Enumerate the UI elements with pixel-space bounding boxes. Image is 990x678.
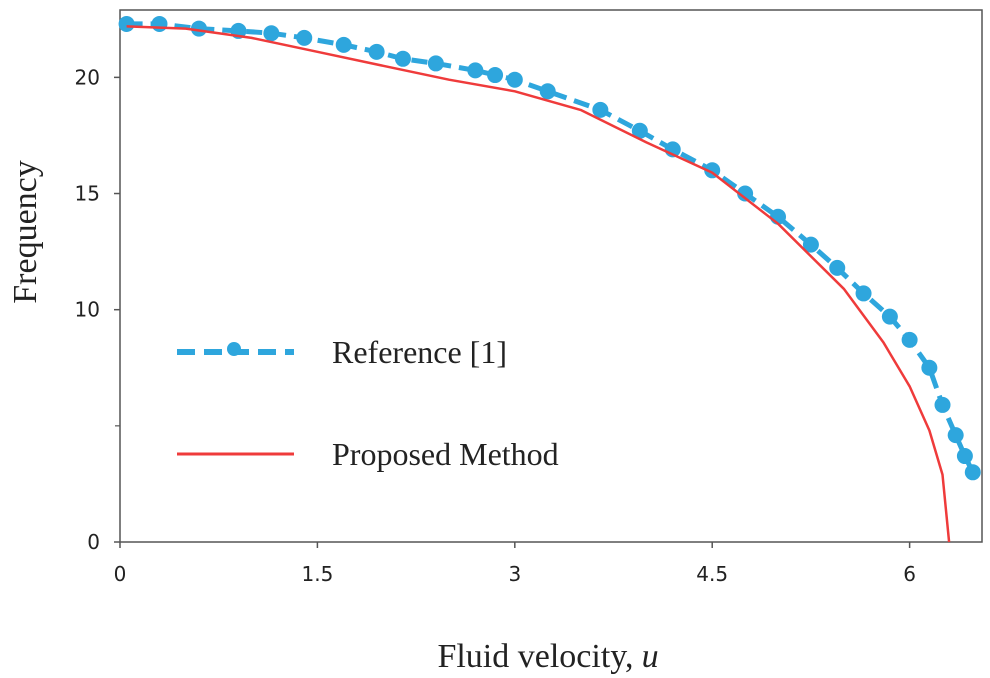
x-tick-label: 4.5: [696, 562, 728, 586]
y-tick-label: 15: [75, 182, 100, 206]
series-reference-marker: [829, 259, 846, 276]
series-reference-marker: [947, 427, 964, 444]
series-reference-marker: [539, 83, 556, 100]
series-reference-marker: [467, 62, 484, 79]
series-reference-marker: [855, 285, 872, 302]
series-reference-marker: [964, 464, 981, 481]
series-proposed-line: [126, 25, 951, 543]
series-reference-marker: [592, 101, 609, 118]
series-reference-marker: [335, 36, 352, 53]
legend-proposed-label: Proposed Method: [332, 436, 559, 472]
series-reference-marker: [487, 67, 504, 84]
series-reference-marker: [263, 25, 280, 42]
series-reference-marker: [427, 55, 444, 72]
series-reference-marker: [151, 15, 168, 32]
x-tick-label: 3: [508, 562, 521, 586]
y-tick-label: 20: [75, 65, 100, 89]
series-reference-marker: [368, 43, 385, 60]
series-reference-marker: [737, 185, 754, 202]
series-reference-marker: [296, 29, 313, 46]
series-reference-marker: [921, 359, 938, 376]
x-tick-label: 6: [903, 562, 916, 586]
series-reference-marker: [901, 331, 918, 348]
series-reference-marker: [394, 50, 411, 67]
x-axis-label: Fluid velocity, u: [437, 638, 658, 675]
series-layer: [118, 15, 981, 543]
x-tick-label: 1.5: [301, 562, 333, 586]
series-reference-marker: [956, 448, 973, 465]
plot-frame: [119, 9, 983, 543]
series-reference-marker: [934, 396, 951, 413]
series-reference-marker: [190, 20, 207, 37]
series-reference-marker: [118, 15, 135, 32]
legend-reference-label: Reference [1]: [332, 334, 507, 370]
y-tick-label: 0: [87, 530, 100, 554]
x-axis-label-variable: u: [642, 638, 659, 675]
x-axis-ticks: 0 1.5 3 4.5 6: [114, 542, 916, 586]
series-reference-marker: [506, 71, 523, 88]
legend: Reference [1] Proposed Method: [177, 334, 559, 472]
series-reference-marker: [631, 122, 648, 139]
legend-reference-marker: [227, 342, 241, 356]
y-tick-label: 10: [75, 298, 100, 322]
series-reference-marker: [881, 308, 898, 325]
series-reference-marker: [802, 236, 819, 253]
x-tick-label: 0: [114, 562, 127, 586]
y-axis-ticks: 0 10 15 20: [75, 65, 120, 554]
y-axis-label: Frequency: [7, 160, 44, 304]
x-axis-label-text: Fluid velocity,: [437, 638, 633, 675]
